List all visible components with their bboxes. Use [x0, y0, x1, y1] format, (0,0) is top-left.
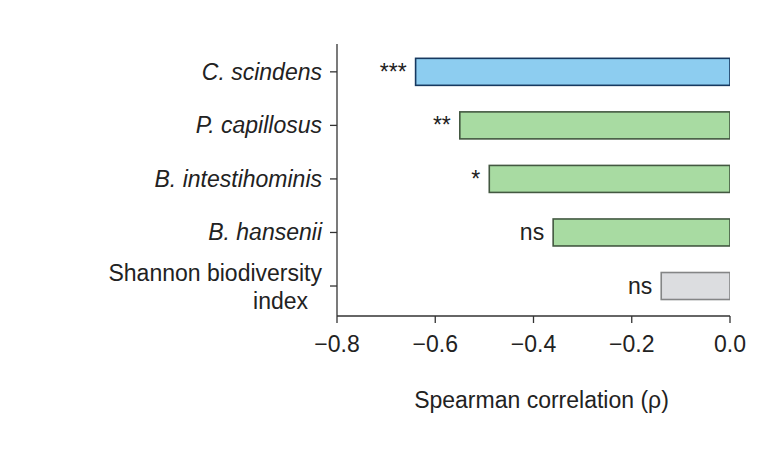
y-tick [330, 285, 337, 286]
x-tick [729, 316, 730, 323]
y-tick [330, 232, 337, 233]
bar [553, 219, 730, 246]
x-tick-label: 0.0 [714, 331, 746, 357]
chart: ******nsns−0.8−0.6−0.4−0.20.0C. scindens… [0, 0, 780, 449]
bar [460, 112, 730, 139]
y-tick [330, 125, 337, 126]
x-tick-label: −0.6 [413, 331, 458, 357]
category-label: P. capillosus [196, 112, 323, 138]
axes: −0.8 −0.6 −0.4 −0.2 0.0 C. scindens P. capillo… [108, 44, 746, 357]
category-label: Shannon biodiversityindex [108, 260, 322, 314]
significance-label: * [471, 166, 480, 192]
significance-label: ** [433, 112, 451, 138]
bar [489, 165, 730, 192]
x-tick [631, 316, 632, 323]
category-label: B. hansenii [208, 219, 323, 245]
x-tick-label: −0.2 [609, 331, 654, 357]
y-axis-line [336, 44, 337, 316]
significance-label: ns [520, 219, 544, 245]
x-tick [435, 316, 436, 323]
x-axis-label: Spearman correlation (ρ) [414, 387, 669, 413]
x-tick [533, 316, 534, 323]
category-label: B. intestihominis [155, 166, 323, 192]
category-label: C. scindens [202, 59, 323, 85]
bars [416, 58, 730, 299]
y-tick [330, 71, 337, 72]
x-tick [336, 316, 337, 323]
bar [661, 273, 730, 300]
y-tick [330, 178, 337, 179]
significance-label: *** [380, 59, 407, 85]
labels: ******nsns [380, 59, 652, 299]
x-tick-label: −0.4 [511, 331, 557, 357]
bar [416, 58, 730, 85]
significance-label: ns [628, 273, 652, 299]
x-tick-label: −0.8 [314, 331, 359, 357]
